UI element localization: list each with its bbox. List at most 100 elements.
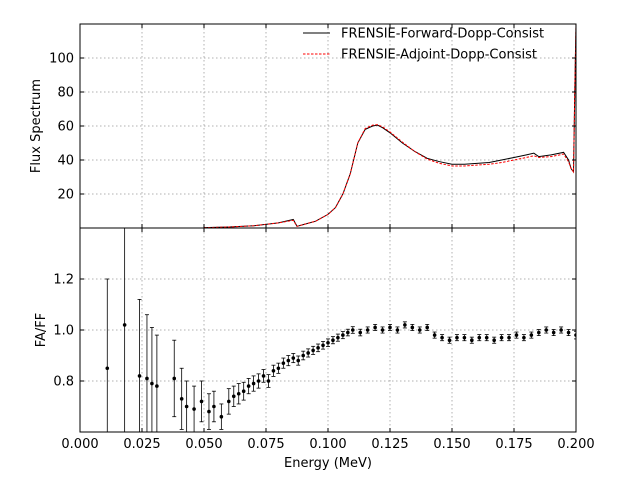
ratio-marker: [522, 335, 526, 340]
flux-grid: [79, 24, 577, 228]
x-tick-label: 0.125: [371, 437, 408, 452]
ratio-marker: [365, 328, 370, 332]
ratio-point: [326, 338, 330, 347]
ratio-marker: [137, 374, 142, 378]
ratio-marker: [291, 356, 296, 360]
flux-y-tick-label: 60: [57, 120, 74, 135]
ratio-point: [184, 380, 189, 432]
ratio-marker: [105, 366, 110, 371]
ratio-point: [251, 375, 256, 392]
ratio-marker: [395, 328, 400, 332]
ratio-marker: [219, 414, 224, 419]
ratio-point: [241, 381, 246, 401]
ratio-point: [316, 343, 321, 353]
ratio-point: [469, 336, 474, 344]
ratio-marker: [455, 335, 459, 340]
ratio-point: [447, 336, 452, 344]
ratio-marker: [470, 338, 474, 343]
legend-label: FRENSIE-Forward-Dopp-Consist: [341, 27, 544, 42]
ratio-points: [105, 228, 576, 432]
ratio-marker: [212, 404, 216, 409]
x-tick-label: 0.025: [123, 437, 160, 452]
ratio-marker: [296, 358, 301, 363]
ratio-marker: [529, 333, 534, 337]
ratio-point: [432, 331, 437, 339]
ratio-point: [462, 334, 467, 342]
ratio-point: [219, 403, 224, 430]
ratio-marker: [316, 346, 320, 350]
legend-label: FRENSIE-Adjoint-Dopp-Consist: [341, 48, 537, 63]
ratio-marker: [425, 325, 430, 330]
ratio-y-tick-label: 1.2: [53, 273, 74, 288]
flux-y-tick-label: 20: [57, 188, 74, 203]
ratio-marker: [551, 330, 556, 335]
ratio-marker: [281, 361, 286, 365]
ratio-marker: [179, 397, 184, 401]
ratio-marker: [192, 407, 196, 411]
ratio-marker: [351, 328, 355, 332]
ratio-marker: [172, 376, 177, 381]
flux-y-tick-label: 40: [57, 154, 74, 169]
x-tick-label: 0.150: [433, 437, 470, 452]
ratio-point: [311, 345, 316, 355]
ratio-marker: [326, 340, 330, 345]
ratio-point: [559, 326, 564, 334]
ratio-marker: [484, 335, 489, 340]
ratio-point: [301, 350, 306, 361]
ratio-marker: [432, 333, 437, 337]
x-tick-label: 0.050: [185, 437, 222, 452]
ratio-point: [410, 323, 415, 331]
ratio-marker: [566, 330, 571, 335]
ratio-point: [454, 334, 459, 342]
ratio-point: [477, 334, 482, 342]
ratio-y-tick-label: 1.0: [53, 324, 74, 339]
ratio-marker: [227, 399, 231, 404]
ratio-marker: [417, 328, 422, 332]
ratio-y-axis-label: FA/FF: [34, 313, 49, 348]
flux-y-ticks: 20 40 60 80 100: [49, 24, 577, 228]
ratio-marker: [311, 348, 315, 353]
adjoint-flux-line: [203, 23, 577, 229]
ratio-point: [261, 369, 266, 383]
ratio-point: [345, 328, 350, 337]
ratio-marker: [207, 409, 211, 414]
ratio-marker: [403, 323, 407, 327]
ratio-marker: [236, 391, 241, 396]
ratio-point: [137, 298, 142, 432]
x-tick-label: 0.075: [247, 437, 284, 452]
ratio-point: [402, 321, 407, 329]
ratio-marker: [358, 330, 363, 335]
ratio-point: [266, 374, 271, 388]
ratio-panel: 0.000 0.025 0.050 0.075 0.100 0.125 0.150 0.175…: [34, 227, 595, 471]
ratio-point: [206, 393, 211, 430]
ratio-marker: [380, 328, 385, 332]
ratio-point: [226, 388, 231, 415]
ratio-marker: [321, 343, 325, 348]
ratio-marker: [122, 323, 127, 327]
ratio-point: [335, 333, 340, 342]
ratio-marker: [336, 335, 340, 340]
ratio-marker: [346, 330, 350, 335]
ratio-point: [440, 334, 445, 342]
ratio-marker: [341, 333, 345, 337]
ratio-point: [492, 336, 497, 344]
ratio-marker: [286, 358, 291, 363]
ratio-point: [105, 278, 110, 432]
ratio-point: [179, 367, 184, 430]
ratio-point: [358, 328, 363, 337]
ratio-point: [231, 385, 236, 407]
ratio-point: [350, 326, 355, 334]
flux-spectrum-panel: 20 40 60 80 100 Flux Spectrum FRENSIE-Forwar…: [29, 23, 577, 229]
ratio-point: [154, 334, 159, 432]
ratio-point: [246, 378, 251, 395]
ratio-point: [373, 323, 378, 331]
ratio-point: [172, 339, 177, 418]
ratio-point: [281, 357, 286, 369]
x-tick-label: 0.200: [557, 437, 594, 452]
ratio-marker: [492, 338, 496, 343]
ratio-y-tick-label: 0.8: [53, 375, 74, 390]
ratio-point: [521, 334, 526, 342]
ratio-marker: [256, 379, 261, 383]
